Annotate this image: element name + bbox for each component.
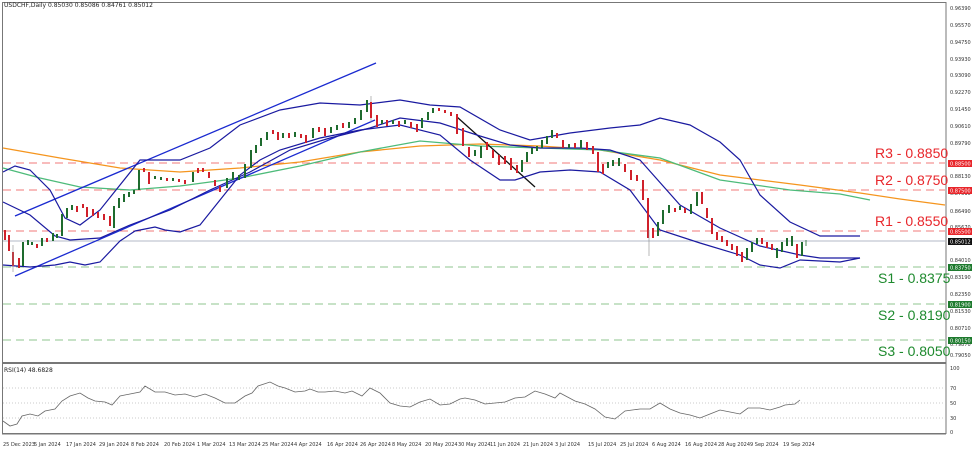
svg-text:8 May 2024: 8 May 2024: [392, 442, 421, 448]
svg-text:25 Mar 2024: 25 Mar 2024: [262, 442, 294, 448]
svg-text:0.80710: 0.80710: [950, 326, 971, 332]
svg-text:0.91450: 0.91450: [950, 107, 971, 113]
svg-text:3 Jul 2024: 3 Jul 2024: [555, 442, 580, 448]
r3-label: R3 - 0.8850: [875, 145, 948, 161]
s2-label: S2 - 0.8190: [878, 307, 951, 323]
time-axis: 25 Dec 2023 5 Jan 2024 17 Jan 2024 29 Ja…: [3, 442, 815, 448]
r2-label: R2 - 0.8750: [875, 172, 948, 188]
svg-text:0.85500: 0.85500: [950, 230, 971, 236]
level-labels: R3 - 0.8850 R2 - 0.8750 R1 - 0.8550 S1 -…: [875, 145, 951, 359]
rsi-axis: 100 70 50 30 0: [3, 366, 960, 436]
svg-text:0.93090: 0.93090: [950, 73, 971, 79]
svg-text:16 Apr 2024: 16 Apr 2024: [327, 442, 358, 448]
symbol-header: USDCHF,Daily 0.85030 0.85086 0.84761 0.8…: [4, 2, 153, 9]
svg-text:0.84010: 0.84010: [950, 258, 971, 264]
svg-text:19 Sep 2024: 19 Sep 2024: [783, 442, 815, 448]
svg-text:100: 100: [950, 366, 960, 372]
svg-text:0.94750: 0.94750: [950, 40, 971, 46]
svg-text:0.96390: 0.96390: [950, 6, 971, 12]
svg-text:70: 70: [950, 386, 956, 392]
channel-upper: [14, 62, 377, 217]
svg-text:0.88130: 0.88130: [950, 174, 971, 180]
svg-text:9 Sep 2024: 9 Sep 2024: [750, 442, 779, 448]
svg-text:0.92270: 0.92270: [950, 90, 971, 96]
svg-text:0.88500: 0.88500: [950, 162, 971, 168]
svg-text:0.87500: 0.87500: [950, 189, 971, 195]
bollinger-upper: [2, 99, 860, 237]
bollinger-middle: [2, 117, 860, 259]
svg-text:8 Feb 2024: 8 Feb 2024: [131, 442, 159, 448]
svg-text:30 May 2024: 30 May 2024: [458, 442, 491, 448]
svg-text:0.89790: 0.89790: [950, 141, 971, 147]
svg-text:0.83190: 0.83190: [950, 275, 971, 281]
bollinger-lower: [2, 124, 861, 269]
svg-text:0.86490: 0.86490: [950, 209, 971, 215]
svg-text:0: 0: [950, 430, 953, 436]
svg-text:20 Feb 2024: 20 Feb 2024: [164, 442, 195, 448]
svg-text:0.83750: 0.83750: [950, 266, 971, 272]
svg-text:6 Aug 2024: 6 Aug 2024: [652, 442, 681, 448]
ma-orange: [2, 143, 946, 206]
s1-label: S1 - 0.8375: [878, 270, 951, 286]
rsi-title: RSI(14) 48.6828: [4, 367, 53, 374]
r1-label: R1 - 0.8550: [875, 213, 948, 229]
svg-text:0.95570: 0.95570: [950, 23, 971, 29]
svg-text:30: 30: [950, 416, 956, 422]
svg-text:0.93930: 0.93930: [950, 57, 971, 63]
svg-text:0.82350: 0.82350: [950, 292, 971, 298]
svg-text:0.79870: 0.79870: [950, 342, 971, 348]
svg-text:50: 50: [950, 401, 956, 407]
ma-green: [2, 140, 871, 201]
candlesticks: [4, 96, 807, 272]
svg-text:26 Apr 2024: 26 Apr 2024: [360, 442, 391, 448]
s3-label: S3 - 0.8050: [878, 343, 951, 359]
svg-text:0.79050: 0.79050: [950, 353, 971, 359]
rsi-line: [2, 381, 801, 427]
svg-text:20 May 2024: 20 May 2024: [425, 442, 458, 448]
svg-text:28 Aug 2024: 28 Aug 2024: [718, 442, 750, 448]
svg-text:13 Mar 2024: 13 Mar 2024: [229, 442, 261, 448]
svg-text:15 Jul 2024: 15 Jul 2024: [588, 442, 616, 448]
svg-text:1 Mar 2024: 1 Mar 2024: [197, 442, 226, 448]
svg-text:0.81530: 0.81530: [950, 309, 971, 315]
svg-text:0.90610: 0.90610: [950, 124, 971, 130]
svg-text:0.85012: 0.85012: [950, 240, 971, 246]
svg-text:29 Jan 2024: 29 Jan 2024: [99, 442, 129, 448]
svg-text:5 Jan 2024: 5 Jan 2024: [34, 442, 61, 448]
svg-text:0.80150: 0.80150: [950, 339, 971, 345]
svg-text:25 Jul 2024: 25 Jul 2024: [620, 442, 648, 448]
down-trendline: [456, 116, 536, 188]
level-lines: [3, 162, 945, 341]
axis-tags: 0.88500 0.87500 0.85500 0.85012 0.83750 …: [948, 160, 972, 345]
svg-text:4 Apr 2024: 4 Apr 2024: [294, 442, 322, 448]
svg-text:16 Aug 2024: 16 Aug 2024: [685, 442, 717, 448]
svg-text:11 Jun 2024: 11 Jun 2024: [490, 442, 520, 448]
svg-text:0.81900: 0.81900: [950, 303, 971, 309]
svg-text:17 Jan 2024: 17 Jan 2024: [66, 442, 96, 448]
svg-text:21 Jun 2024: 21 Jun 2024: [523, 442, 553, 448]
svg-text:25 Dec 2023: 25 Dec 2023: [3, 442, 35, 448]
